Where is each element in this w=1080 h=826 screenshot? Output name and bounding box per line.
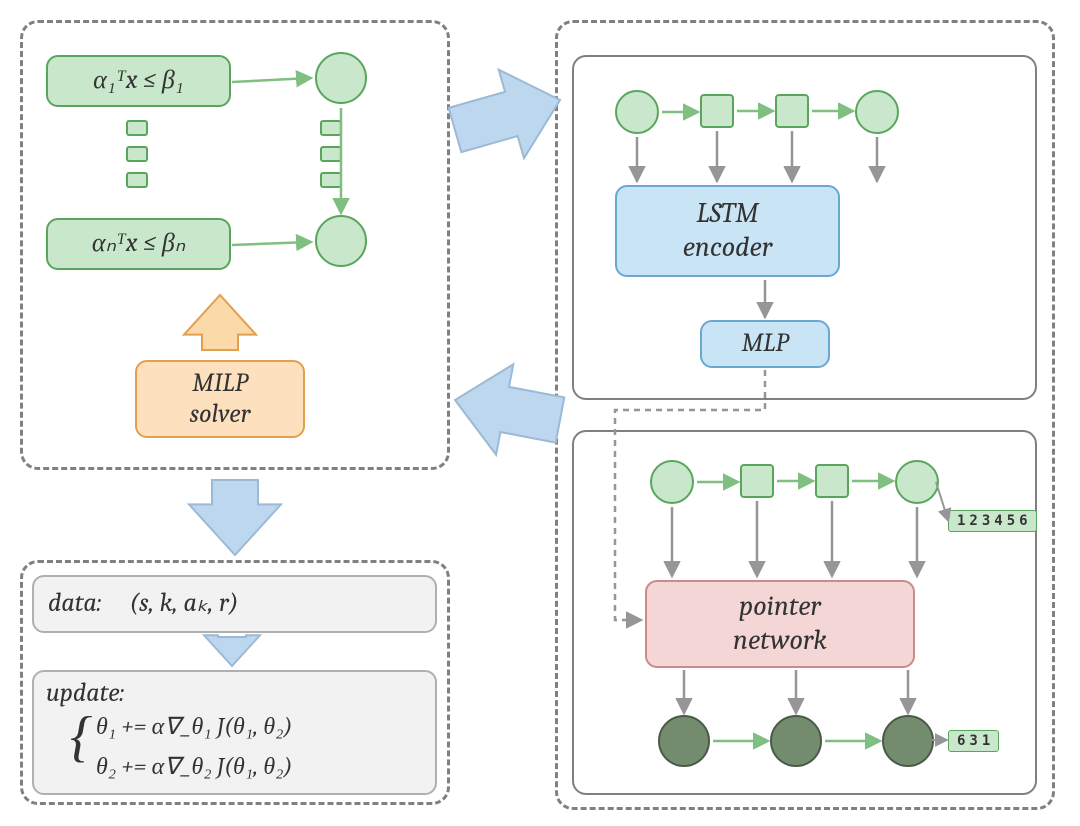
lstm-encoder-box: LSTM encoder <box>615 185 840 277</box>
update-label: update: <box>46 678 124 709</box>
constraint-top: α₁ᵀx ≤ β₁ <box>46 55 231 107</box>
sequence-indices-input: 123456 <box>948 510 1037 532</box>
sequence-indices-output: 631 <box>948 730 999 752</box>
constraint-circle-bottom <box>315 215 367 267</box>
constraint-circle-top <box>315 52 367 104</box>
ellipsis-left <box>126 120 148 198</box>
seq-node-circle <box>855 90 899 134</box>
seq-node-square <box>815 464 849 498</box>
seq-node-circle <box>658 715 710 767</box>
seq-node-square <box>775 94 809 128</box>
seq-node-circle <box>895 460 939 504</box>
seq-node-circle <box>615 90 659 134</box>
lstm-encoder-label: LSTM encoder <box>683 197 773 264</box>
milp-solver-box: MILP solver <box>135 360 305 438</box>
ellipsis-right <box>320 120 342 198</box>
constraint-bottom: αₙᵀx ≤ βₙ <box>46 218 231 270</box>
data-box: data: (s, k, aₖ, r) <box>32 575 437 633</box>
seq-node-circle <box>882 715 934 767</box>
update-box: update: { θ₁ += α∇_θ₁ J(θ₁, θ₂) θ₂ += α∇… <box>32 670 437 795</box>
pointer-network-box: pointer network <box>645 580 915 668</box>
seq-node-circle <box>770 715 822 767</box>
seq-node-square <box>700 94 734 128</box>
data-value: (s, k, aₖ, r) <box>129 588 238 619</box>
mlp-box: MLP <box>700 320 830 368</box>
constraint-bottom-label: αₙᵀx ≤ βₙ <box>92 228 185 259</box>
constraint-top-label: α₁ᵀx ≤ β₁ <box>93 65 184 96</box>
data-label: data: <box>48 588 101 619</box>
update-eq2: θ₂ += α∇_θ₂ J(θ₁, θ₂) <box>96 752 292 781</box>
pointer-network-label: pointer network <box>733 590 827 657</box>
brace-icon: { <box>70 712 92 762</box>
update-eq1: θ₁ += α∇_θ₁ J(θ₁, θ₂) <box>96 712 292 741</box>
milp-solver-label: MILP solver <box>190 368 251 430</box>
seq-node-square <box>740 464 774 498</box>
seq-node-circle <box>650 460 694 504</box>
mlp-label: MLP <box>741 328 788 359</box>
